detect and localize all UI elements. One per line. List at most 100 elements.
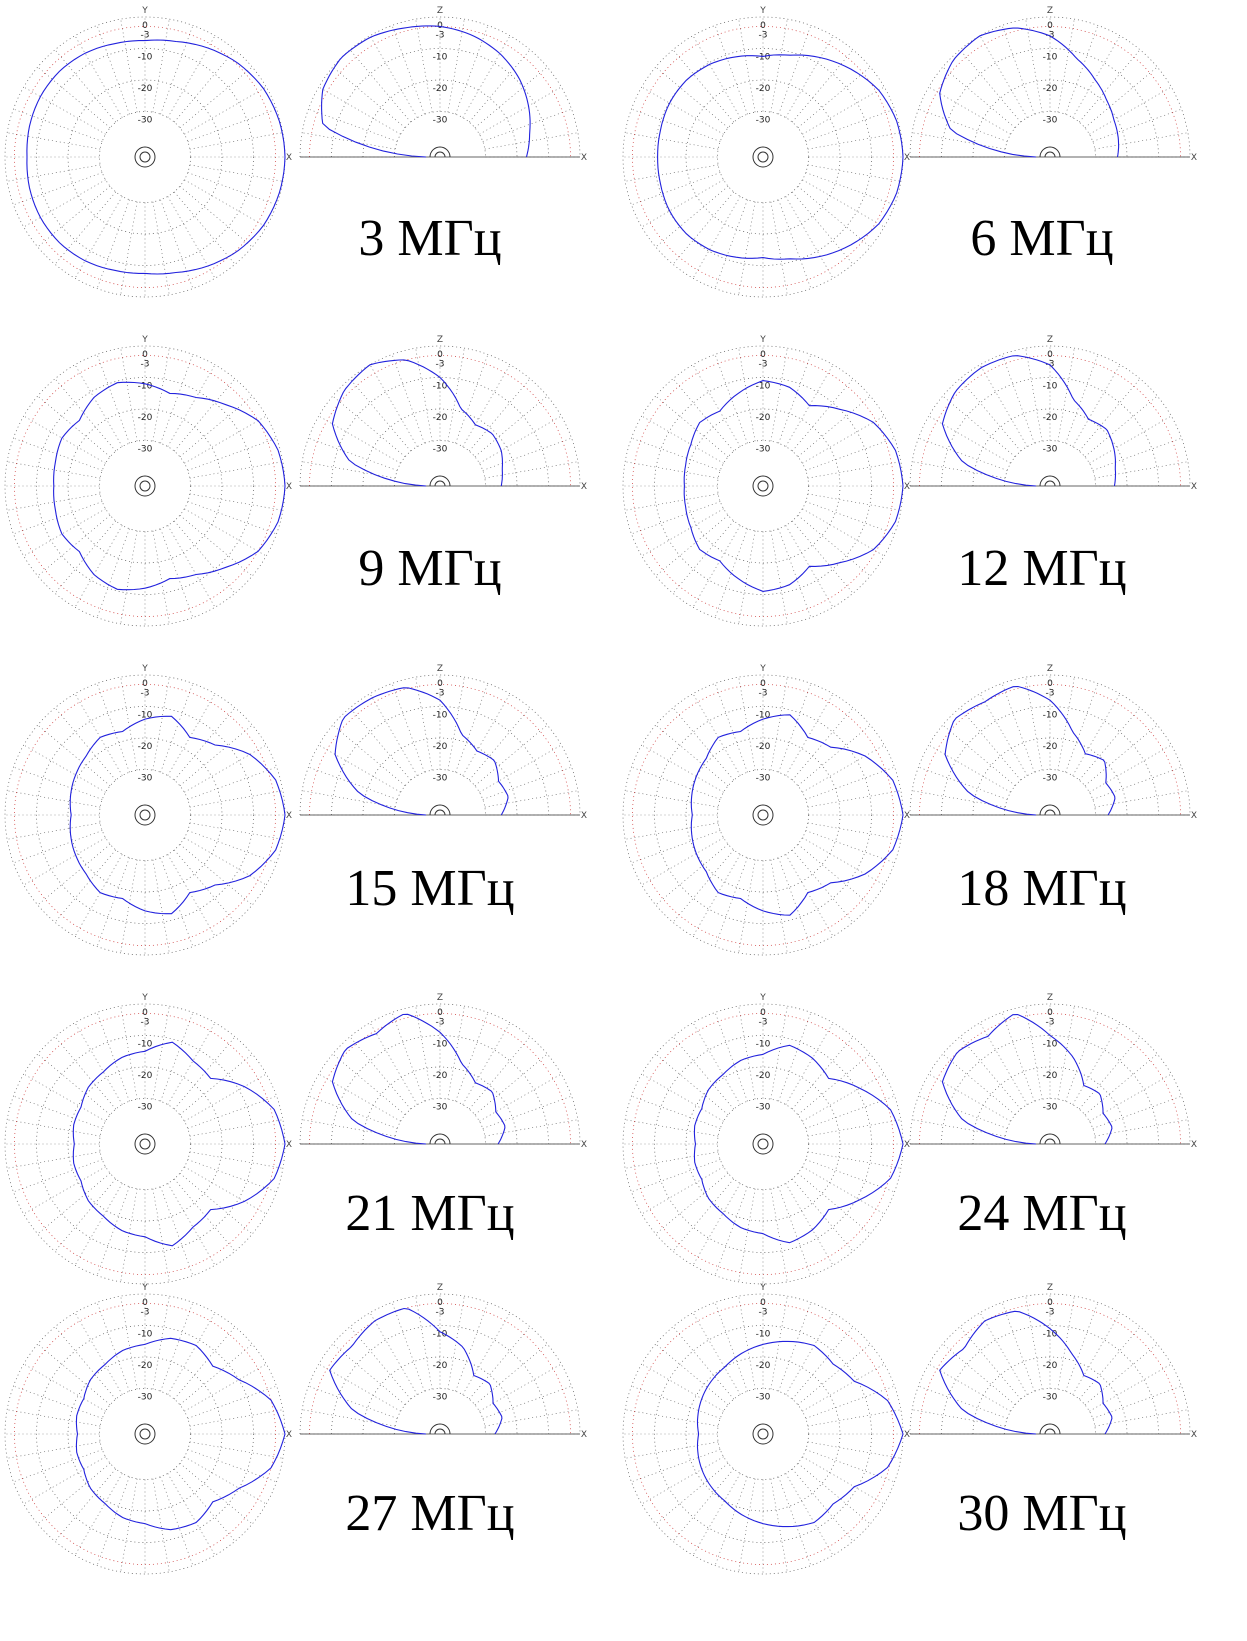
grid-spoke: [942, 66, 1016, 128]
grid-spoke: [174, 191, 236, 265]
azimuth-pattern-curve: [683, 380, 904, 592]
grid-spoke: [1092, 1095, 1182, 1129]
grid-spoke: [167, 364, 216, 447]
grid-spoke: [96, 25, 130, 115]
ring-label: -20: [138, 84, 153, 94]
azimuth-plot: 0-3 -10 -20 -30 Y X: [622, 335, 910, 627]
grid-spoke: [714, 1012, 748, 1102]
grid-ring: [919, 26, 1181, 158]
grid-spoke: [625, 493, 719, 511]
axis-label-x: X: [1191, 482, 1197, 492]
grid-ring: [14, 684, 276, 946]
grid-spoke: [655, 515, 729, 577]
grid-ring: [1004, 1098, 1096, 1145]
grid-spoke: [1089, 744, 1172, 793]
ring-label: -30: [1043, 1103, 1058, 1113]
ring-label: -20: [1043, 1071, 1058, 1081]
ring-label: -30: [138, 1103, 153, 1113]
grid-spoke: [152, 1006, 170, 1100]
grid-spoke: [1072, 35, 1121, 118]
center-ring: [752, 146, 774, 168]
grid-spoke: [179, 1463, 253, 1525]
grid-spoke: [479, 1073, 562, 1122]
grid-spoke: [1084, 66, 1158, 128]
grid-spoke: [23, 837, 106, 886]
frequency-label: 27 МГц: [345, 1485, 514, 1542]
ring-label: -10: [138, 53, 153, 63]
grid-ring: [685, 79, 841, 235]
grid-spoke: [189, 790, 283, 808]
center-ring: [134, 804, 156, 826]
grid-ring: [717, 440, 809, 532]
grid-spoke: [979, 1312, 1028, 1395]
grid-spoke: [187, 1159, 277, 1193]
grid-spoke: [174, 378, 236, 452]
grid-spoke: [96, 857, 130, 947]
grid-spoke: [7, 1119, 101, 1137]
grid-ring: [14, 26, 276, 288]
grid-spoke: [641, 1456, 724, 1505]
grid-spoke: [1072, 1022, 1121, 1105]
grid-ring: [362, 1356, 518, 1435]
ring-label: 0: [142, 350, 148, 360]
grid-spoke: [631, 1159, 721, 1193]
grid-spoke: [797, 844, 871, 906]
center-ring: [757, 151, 769, 163]
ring-label: -20: [756, 1071, 771, 1081]
grid-spoke: [174, 1326, 236, 1400]
grid-spoke: [152, 530, 170, 624]
ring-label: -10: [1043, 53, 1058, 63]
elevation-pattern-curve: [939, 27, 1120, 158]
axis-label-x: X: [581, 811, 587, 821]
grid-spoke: [738, 201, 756, 295]
grid-ring: [394, 440, 486, 487]
grid-spoke: [797, 1173, 871, 1235]
grid-spoke: [625, 1441, 719, 1459]
grid-spoke: [96, 1476, 130, 1566]
center-ring: [1039, 804, 1061, 816]
grid-spoke: [1079, 1326, 1141, 1400]
grid-spoke: [189, 822, 283, 840]
grid-ring: [717, 1388, 809, 1480]
grid-spoke: [807, 1409, 901, 1427]
grid-spoke: [802, 179, 885, 228]
grid-spoke: [369, 35, 418, 118]
ring-label: -30: [1043, 774, 1058, 784]
grid-spoke: [23, 508, 106, 557]
grid-spoke: [807, 1151, 901, 1169]
grid-spoke: [785, 854, 834, 937]
grid-spoke: [7, 1151, 101, 1169]
elevation-plot: 0-3 -10 -20 -30 Z X: [299, 664, 587, 821]
grid-spoke: [641, 86, 724, 135]
ring-label: 0: [760, 350, 766, 360]
grid-spoke: [797, 66, 871, 128]
grid-spoke: [160, 25, 194, 115]
grid-ring: [909, 345, 1191, 487]
grid-spoke: [391, 354, 425, 444]
grid-spoke: [672, 1468, 734, 1542]
ring-label: -3: [759, 1307, 768, 1317]
ring-label: -3: [436, 1307, 445, 1317]
grid-spoke: [792, 1468, 854, 1542]
grid-spoke: [778, 1012, 812, 1102]
grid-spoke: [179, 724, 253, 786]
grid-spoke: [349, 378, 411, 452]
grid-spoke: [738, 1188, 756, 1282]
grid-spoke: [479, 415, 562, 464]
grid-spoke: [1084, 395, 1158, 457]
axis-label-x: X: [286, 482, 292, 492]
center-ring: [134, 1423, 156, 1445]
axis-label-y: Y: [759, 993, 766, 1003]
grid-spoke: [167, 693, 216, 776]
grid-spoke: [13, 830, 103, 864]
grid-spoke: [959, 707, 1021, 781]
grid-spoke: [807, 164, 901, 182]
grid-spoke: [308, 1095, 398, 1129]
grid-spoke: [797, 1053, 871, 1115]
grid-spoke: [474, 1053, 548, 1115]
grid-spoke: [152, 1296, 170, 1390]
azimuth-pattern-curve: [696, 1340, 904, 1528]
elevation-plot: 0-3 -10 -20 -30 Z X: [299, 993, 587, 1150]
